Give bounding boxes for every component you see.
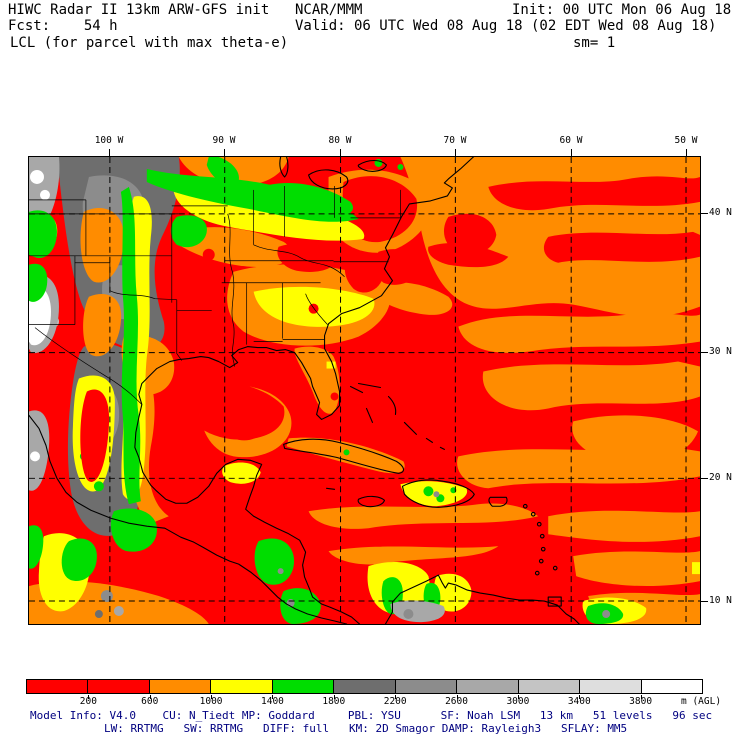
model-info-line2: LW: RRTMG SW: RRTMG DIFF: full KM: 2D Sm… [104, 722, 628, 735]
lat-axis-tick [701, 352, 708, 353]
lat-axis-tick [701, 213, 708, 214]
lon-axis-tick [571, 149, 572, 156]
colorbar-unit-label: m (AGL) [681, 696, 722, 707]
colorbar-tick-label: 3400 [567, 696, 591, 707]
model-info-line1: Model Info: V4.0 CU: N_Tiedt MP: Goddard… [30, 709, 713, 722]
field-accent-layer [80, 303, 611, 623]
colorbar-tick-mark [456, 695, 458, 699]
org-label: NCAR/MMM [295, 2, 363, 18]
colorbar-tick-label: 3800 [629, 696, 653, 707]
state-borders-layer [29, 185, 401, 405]
lat-axis-label: 30 N [709, 346, 732, 357]
lat-axis-tick [701, 478, 708, 479]
colorbar-tick-label: 200 [79, 696, 97, 707]
lon-axis-tick [686, 149, 687, 156]
lon-axis-tick [340, 149, 341, 156]
lon-axis-label: 70 W [443, 135, 467, 146]
colorbar-tick-mark [149, 695, 151, 699]
coastlines-layer [29, 157, 580, 624]
colorbar-tick-label: 1000 [199, 696, 223, 707]
lon-axis-label: 80 W [328, 135, 352, 146]
colorbar-tick-mark [395, 695, 397, 699]
lon-axis-tick [224, 149, 225, 156]
lat-axis-tick [701, 601, 708, 602]
storm-motion-label: sm= 1 [573, 35, 616, 51]
colorbar-segment-6 [394, 680, 457, 693]
colorbar-tick-mark [211, 695, 213, 699]
colorbar-tick-label: 1800 [322, 696, 346, 707]
lat-axis-label: 10 N [709, 595, 732, 606]
lon-axis-label: 100 W [94, 135, 124, 146]
lat-axis-label: 40 N [709, 207, 732, 218]
colorbar-tick-mark [517, 695, 519, 699]
colorbar-segment-4 [271, 680, 334, 693]
colorbar-segment-9 [579, 680, 641, 693]
lat-axis-label: 20 N [709, 472, 732, 483]
lon-axis-label: 90 W [212, 135, 236, 146]
forecast-hour-label: Fcst: 54 h [8, 18, 118, 34]
colorbar-segment-5 [333, 680, 395, 693]
map-frame [28, 156, 701, 625]
colorbar-tick-label: 2200 [383, 696, 407, 707]
colorbar-segment-0 [27, 680, 88, 693]
colorbar-tick-mark [272, 695, 274, 699]
colorbar-segment-10 [640, 680, 702, 693]
colorbar-segment-3 [210, 680, 272, 693]
colorbar-tick-mark [88, 695, 90, 699]
map-canvas [29, 157, 700, 624]
colorbar-tick-label: 3000 [506, 696, 530, 707]
colorbar-segment-2 [148, 680, 211, 693]
colorbar-tick-mark [640, 695, 642, 699]
colorbar-tick-label: 1400 [261, 696, 284, 707]
gridlines-layer [29, 157, 700, 624]
colorbar-tick-mark [333, 695, 335, 699]
colorbar-segment-1 [87, 680, 149, 693]
colorbar-tick-label: 600 [141, 696, 159, 707]
colorbar-tick-label: 2600 [445, 696, 468, 707]
field-green-layer [29, 157, 624, 624]
colorbar [26, 679, 703, 694]
plot-title: HIWC Radar II 13km ARW-GFS init [8, 2, 270, 18]
lon-axis-tick [109, 149, 110, 156]
field-title: LCL (for parcel with max theta-e) [10, 35, 289, 51]
colorbar-tick-mark [579, 695, 581, 699]
lon-axis-label: 60 W [559, 135, 583, 146]
valid-time-label: Valid: 06 UTC Wed 08 Aug 18 (02 EDT Wed … [295, 18, 717, 34]
init-time-label: Init: 00 UTC Mon 06 Aug 18 [512, 2, 732, 18]
lon-axis-label: 50 W [674, 135, 698, 146]
colorbar-segment-8 [517, 680, 580, 693]
lon-axis-tick [455, 149, 456, 156]
colorbar-segment-7 [456, 680, 518, 693]
